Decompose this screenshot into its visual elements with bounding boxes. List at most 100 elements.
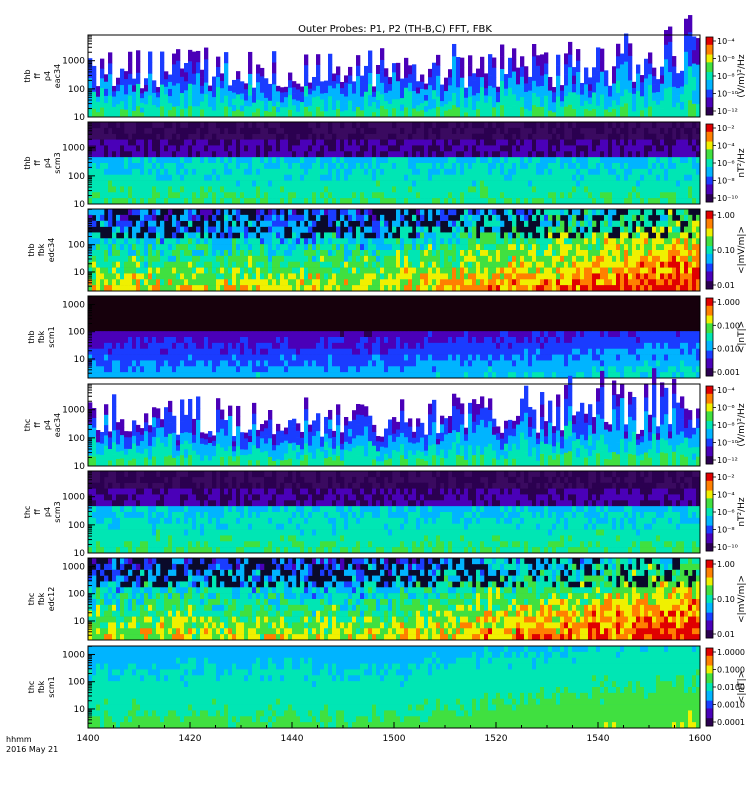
spectrogram-cell — [212, 250, 216, 256]
spectrogram-cell — [120, 181, 124, 187]
spectrogram-cell — [404, 58, 408, 68]
spectrogram-cell — [292, 250, 296, 256]
spectrogram-cell — [540, 232, 544, 238]
spectrogram-cell — [464, 151, 468, 157]
spectrogram-cell — [624, 47, 628, 61]
spectrogram-cell — [560, 232, 564, 238]
spectrogram-cell — [184, 128, 188, 134]
spectrogram-cell — [632, 273, 636, 279]
spectrogram-cell — [552, 134, 556, 140]
spectrogram-cell — [128, 250, 132, 256]
spectrogram-cell — [112, 238, 116, 244]
spectrogram-cell — [448, 209, 452, 215]
spectrogram-cell — [256, 285, 260, 291]
spectrogram-cell — [444, 198, 448, 204]
spectrogram-cell — [664, 221, 668, 227]
spectrogram-cell — [560, 140, 564, 146]
spectrogram-cell — [584, 250, 588, 256]
y-axis-label-line: edc34 — [47, 238, 56, 263]
spectrogram-cell — [400, 104, 404, 111]
spectrogram-cell — [184, 262, 188, 268]
spectrogram-cell — [292, 157, 296, 163]
spectrogram-cell — [260, 181, 264, 187]
spectrogram-cell — [448, 85, 452, 93]
spectrogram-cell — [344, 163, 348, 169]
spectrogram-cell — [176, 163, 180, 169]
spectrogram-cell — [188, 273, 192, 279]
spectrogram-cell — [368, 273, 372, 279]
spectrogram-cell — [172, 279, 176, 285]
spectrogram-cell — [640, 103, 644, 110]
spectrogram-cell — [280, 140, 284, 146]
spectrogram-cell — [108, 268, 112, 274]
spectrogram-cell — [464, 175, 468, 181]
spectrogram-cell — [388, 186, 392, 192]
spectrogram-cell — [508, 68, 512, 78]
spectrogram-cell — [668, 279, 672, 285]
spectrogram-cell — [688, 100, 692, 117]
spectrogram-cell — [240, 285, 244, 291]
spectrogram-cell — [640, 151, 644, 157]
spectrogram-cell — [248, 279, 252, 285]
spectrogram-cell — [160, 128, 164, 134]
spectrogram-cell — [120, 175, 124, 181]
spectrogram-cell — [580, 279, 584, 285]
spectrogram-cell — [660, 83, 664, 92]
spectrogram-cell — [320, 256, 324, 262]
spectrogram-cell — [236, 238, 240, 244]
spectrogram-cell — [612, 186, 616, 192]
spectrogram-cell — [416, 169, 420, 175]
spectrogram-cell — [620, 64, 624, 75]
spectrogram-cell — [408, 163, 412, 169]
spectrogram-cell — [484, 273, 488, 279]
spectrogram-cell — [620, 163, 624, 169]
spectrogram-cell — [204, 157, 208, 163]
spectrogram-cell — [224, 145, 228, 151]
spectrogram-cell — [464, 122, 468, 128]
spectrogram-cell — [120, 215, 124, 221]
spectrogram-cell — [264, 169, 268, 175]
spectrogram-cell — [608, 86, 612, 91]
spectrogram-cell — [116, 372, 120, 378]
spectrogram-cell — [620, 232, 624, 238]
spectrogram-cell — [196, 140, 200, 146]
spectrogram-cell — [568, 279, 572, 285]
spectrogram-cell — [536, 96, 540, 107]
spectrogram-cell — [688, 134, 692, 140]
spectrogram-cell — [568, 145, 572, 151]
spectrogram-cell — [296, 238, 300, 244]
spectrogram-cell — [376, 163, 380, 169]
spectrogram-cell — [656, 163, 660, 169]
spectrogram-cell — [220, 285, 224, 291]
spectrogram-cell — [596, 186, 600, 192]
spectrogram-cell — [640, 157, 644, 163]
spectrogram-cell — [540, 96, 544, 107]
spectrogram-cell — [196, 186, 200, 192]
spectrogram-cell — [248, 63, 252, 74]
spectrogram-cell — [680, 209, 684, 215]
spectrogram-cell — [484, 81, 488, 89]
spectrogram-cell — [588, 192, 592, 198]
spectrogram-cell — [348, 244, 352, 250]
spectrogram-cell — [676, 88, 680, 96]
spectrogram-cell — [196, 244, 200, 250]
spectrogram-cell — [136, 221, 140, 227]
spectrogram-cell — [320, 134, 324, 140]
spectrogram-cell — [496, 232, 500, 238]
spectrogram-cell — [444, 78, 448, 85]
spectrogram-cell — [324, 81, 328, 87]
spectrogram-cell — [656, 104, 660, 111]
spectrogram-cell — [644, 68, 648, 78]
spectrogram-cell — [104, 250, 108, 256]
spectrogram-cell — [468, 209, 472, 215]
spectrogram-cell — [364, 279, 368, 285]
spectrogram-cell — [440, 192, 444, 198]
spectrogram-cell — [152, 227, 156, 233]
spectrogram-cell — [212, 262, 216, 268]
spectrogram-cell — [656, 227, 660, 233]
spectrogram-cell — [288, 169, 292, 175]
spectrogram-cell — [380, 192, 384, 198]
spectrogram-cell — [364, 227, 368, 233]
spectrogram-cell — [600, 175, 604, 181]
spectrogram-cell — [220, 175, 224, 181]
